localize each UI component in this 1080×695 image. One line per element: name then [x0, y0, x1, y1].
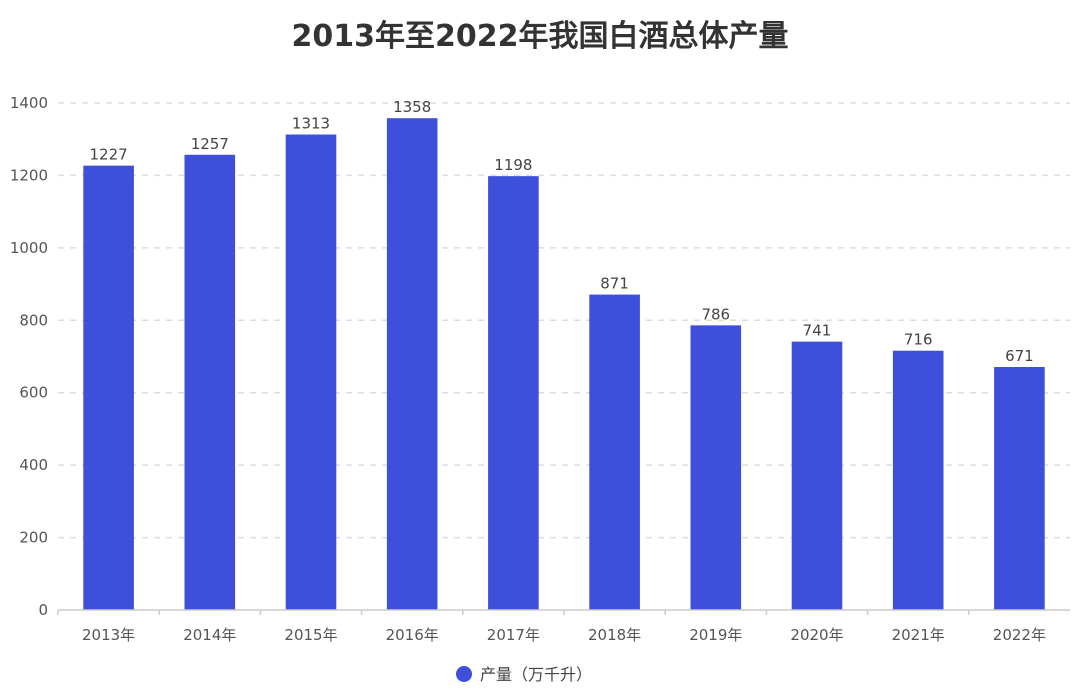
bar — [892, 350, 944, 610]
data-label: 716 — [904, 331, 933, 349]
y-tick-label: 1000 — [10, 239, 48, 257]
bar — [285, 134, 337, 611]
chart-title: 2013年至2022年我国白酒总体产量 — [292, 19, 789, 54]
bars — [83, 118, 1045, 611]
data-label: 1227 — [90, 146, 128, 164]
data-label: 1198 — [494, 156, 532, 174]
bar — [994, 367, 1045, 610]
data-label: 1358 — [393, 98, 431, 116]
data-labels: 1227 1257 1313 1358 1198 871 786 741 716 671 — [90, 98, 1034, 365]
bar — [488, 176, 539, 610]
bar — [83, 165, 134, 611]
y-tick-label: 1200 — [10, 166, 48, 184]
legend: 产量（万千升） — [456, 665, 592, 684]
data-label: 671 — [1005, 347, 1034, 365]
x-tick-label: 2022年 — [993, 626, 1046, 644]
x-tick-label: 2013年 — [82, 626, 135, 644]
x-tick-label: 2017年 — [487, 626, 540, 644]
y-tick-label: 200 — [19, 529, 48, 547]
y-tick-label: 1400 — [10, 94, 48, 112]
x-tick-label: 2016年 — [386, 626, 439, 644]
x-tick-label: 2020年 — [790, 626, 843, 644]
bar — [184, 154, 236, 610]
legend-swatch-icon — [456, 666, 472, 682]
x-tick-label: 2018年 — [588, 626, 641, 644]
data-label: 871 — [600, 275, 629, 293]
bar — [791, 341, 843, 610]
x-tick-label: 2019年 — [689, 626, 742, 644]
data-label: 741 — [803, 322, 832, 340]
bar — [690, 325, 742, 610]
bar — [386, 118, 438, 611]
legend-label: 产量（万千升） — [480, 665, 592, 684]
y-tick-label: 600 — [19, 384, 48, 402]
bar — [589, 294, 640, 610]
y-tick-label: 0 — [38, 601, 48, 619]
data-label: 1257 — [191, 135, 229, 153]
x-tick-label: 2021年 — [892, 626, 945, 644]
data-label: 1313 — [292, 115, 330, 133]
x-axis: 2013年 2014年 2015年 2016年 2017年 2018年 2019年 2020年… — [57, 609, 1070, 644]
x-tick-label: 2015年 — [284, 626, 337, 644]
y-tick-label: 800 — [19, 311, 48, 329]
y-axis: 0 200 400 600 800 1000 1200 1400 — [10, 94, 48, 619]
data-label: 786 — [701, 305, 730, 323]
x-tick-label: 2014年 — [183, 626, 236, 644]
y-tick-label: 400 — [19, 456, 48, 474]
